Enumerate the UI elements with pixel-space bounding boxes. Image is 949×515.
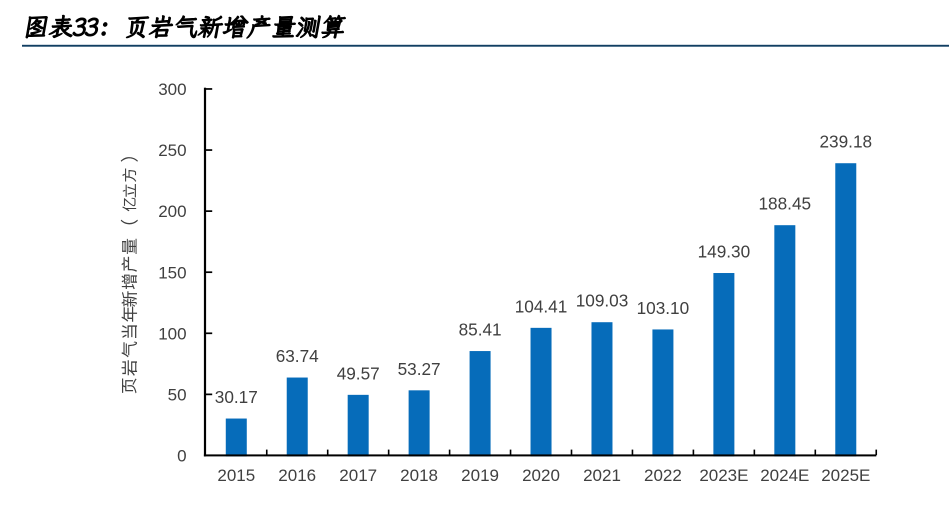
svg-text:2016: 2016 [278,466,316,485]
svg-text:2023E: 2023E [699,466,748,485]
svg-text:63.74: 63.74 [276,346,319,366]
svg-text:109.03: 109.03 [576,291,629,311]
svg-text:2015: 2015 [217,466,255,485]
svg-text:2021: 2021 [583,466,621,485]
svg-text:2017: 2017 [339,466,377,485]
svg-text:2019: 2019 [461,466,499,485]
svg-text:149.30: 149.30 [698,242,751,262]
svg-text:239.18: 239.18 [820,132,873,152]
svg-text:0: 0 [177,447,186,466]
svg-text:250: 250 [158,141,186,160]
svg-text:150: 150 [158,263,186,282]
svg-text:30.17: 30.17 [215,387,258,407]
svg-text:50: 50 [168,385,187,404]
svg-text:53.27: 53.27 [398,359,441,379]
svg-text:104.41: 104.41 [515,296,568,316]
svg-text:2024E: 2024E [760,466,809,485]
svg-text:300: 300 [158,80,186,99]
svg-text:100: 100 [158,324,186,343]
svg-text:2020: 2020 [522,466,560,485]
svg-text:85.41: 85.41 [459,320,502,340]
svg-text:103.10: 103.10 [637,298,690,318]
svg-text:49.57: 49.57 [337,363,380,383]
svg-text:200: 200 [158,202,186,221]
svg-text:188.45: 188.45 [759,194,812,214]
svg-text:2022: 2022 [644,466,682,485]
svg-text:2018: 2018 [400,466,438,485]
svg-text:2025E: 2025E [821,466,870,485]
